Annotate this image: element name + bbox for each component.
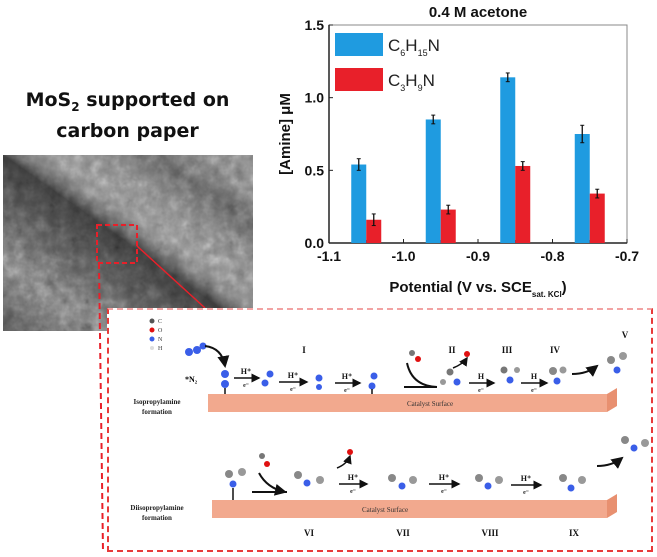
title-text: MoS — [25, 89, 72, 111]
x-tick-label: -0.7 — [615, 248, 639, 264]
legend-swatch-C6H15N — [335, 33, 383, 56]
step-label: IV — [550, 345, 561, 355]
x-tick-label: -0.9 — [466, 248, 490, 264]
row2-arrows: H⁺ e⁻ H⁺ e⁻ H⁺ e⁻ — [339, 473, 543, 496]
chart-legend: C6H15N C3H9N — [335, 33, 440, 93]
legend-label: N — [158, 337, 163, 343]
row1-intermediates: *N₂ — [185, 342, 627, 394]
legend-label: O — [158, 328, 163, 334]
step-label: II — [448, 345, 456, 355]
surface-label: Catalyst Surface — [362, 506, 408, 514]
bar-C3H9N — [589, 193, 605, 243]
amine-bar-chart: 0.4 M acetone [Amine] μM Potential (V vs… — [277, 4, 640, 299]
hydrogen-atom-icon — [150, 346, 154, 350]
proton-label: H⁺ — [241, 367, 251, 376]
catalyst-surface-bottom: Catalyst Surface — [212, 494, 617, 518]
bar-C6H15N — [351, 164, 367, 243]
y-tick-label: 1.5 — [305, 17, 325, 33]
proton-label: H⁺ — [521, 474, 531, 483]
x-tick-label: -1.0 — [391, 248, 415, 264]
legend-label: H — [158, 346, 163, 352]
carbon-atom-icon — [149, 318, 155, 324]
legend-label-C3H9N: C3H9N — [388, 71, 435, 93]
row1-arrows: H⁺ e⁻ H⁺ e⁻ H⁺ e⁻ H e⁻ H e⁻ — [234, 367, 549, 394]
step-label: VI — [304, 528, 314, 538]
nitrogen-atom-icon — [149, 336, 155, 342]
x-tick-label: -0.8 — [540, 248, 564, 264]
electron-label: e⁻ — [531, 388, 537, 394]
plot-area: 0.0 0.5 1.0 1.5 -1.1 -1.0 -0.9 -0.8 -0.7 — [305, 17, 640, 264]
step-label: I — [302, 345, 306, 355]
electron-label: e⁻ — [478, 388, 484, 394]
row2-intermediates — [225, 436, 649, 500]
title-text: supported on — [79, 89, 230, 111]
step-label: VIII — [481, 528, 499, 538]
y-tick-label: 1.0 — [305, 90, 325, 106]
electron-label: e⁻ — [350, 489, 356, 495]
bar-C6H15N — [425, 119, 441, 243]
step-label: VII — [396, 528, 410, 538]
oxygen-atom-icon — [149, 327, 155, 333]
step-label: IX — [569, 528, 580, 538]
electron-label: e⁻ — [344, 388, 350, 394]
y-tick-label: 0.5 — [305, 162, 325, 178]
sem-panel-title: MoS2 supported on carbon paper — [0, 88, 255, 143]
proton-label: H⁺ — [342, 372, 352, 381]
legend-label: C — [158, 319, 162, 325]
y-tick-label: 0.0 — [305, 235, 325, 251]
sem-micrograph — [3, 155, 253, 331]
proton-label: H⁺ — [439, 473, 449, 482]
bar-C6H15N — [500, 77, 516, 243]
x-axis-label-text: ) — [562, 279, 567, 296]
mechanism-scheme: C O N H Isopropylamine formation Diisopr… — [130, 318, 649, 538]
bar-C3H9N — [366, 219, 382, 243]
step-label: III — [502, 345, 513, 355]
proton-label: H — [478, 372, 485, 381]
desorption-arrow — [571, 364, 599, 377]
electron-label: e⁻ — [243, 383, 249, 389]
row1-label: Isopropylamine — [134, 398, 181, 406]
bar-C3H9N — [440, 209, 456, 243]
y-axis-label: [Amine] μM — [277, 93, 294, 175]
title-line2: carbon paper — [56, 119, 199, 142]
bar-C6H15N — [574, 134, 590, 243]
row2-step-labels: VI VII VIII IX — [304, 528, 580, 538]
proton-label: H — [531, 372, 538, 381]
proton-label: H⁺ — [288, 371, 298, 380]
step-label: V — [622, 330, 629, 340]
legend-swatch-C3H9N — [335, 68, 383, 91]
x-axis-label: Potential (V vs. SCEsat. KCl) — [389, 279, 566, 299]
catalyst-surface-top: Catalyst Surface — [208, 388, 617, 412]
surface-label: Catalyst Surface — [407, 400, 453, 408]
zoom-region-marker — [96, 224, 138, 264]
x-axis-label-text: Potential (V vs. SCE — [389, 279, 532, 296]
electron-label: e⁻ — [523, 490, 529, 496]
atom-legend: C O N H — [149, 318, 163, 352]
electron-label: e⁻ — [290, 387, 296, 393]
row2-label: formation — [142, 514, 172, 522]
adsorption-arrow — [204, 345, 230, 368]
chart-title: 0.4 M acetone — [429, 4, 527, 21]
electron-label: e⁻ — [441, 489, 447, 495]
row1-label: formation — [142, 408, 172, 416]
addition-arrow — [406, 362, 438, 388]
n2-label: *N₂ — [185, 375, 198, 384]
legend-label-C6H15N: C6H15N — [388, 36, 440, 58]
proton-label: H⁺ — [348, 473, 358, 482]
row1-step-labels: I II III IV V — [302, 330, 629, 355]
x-axis-label-subscript: sat. KCl — [532, 290, 562, 299]
row2-label: Diisopropylamine — [130, 504, 183, 512]
x-tick-label: -1.1 — [317, 248, 341, 264]
title-subscript: 2 — [71, 99, 80, 114]
bar-C3H9N — [515, 165, 531, 243]
